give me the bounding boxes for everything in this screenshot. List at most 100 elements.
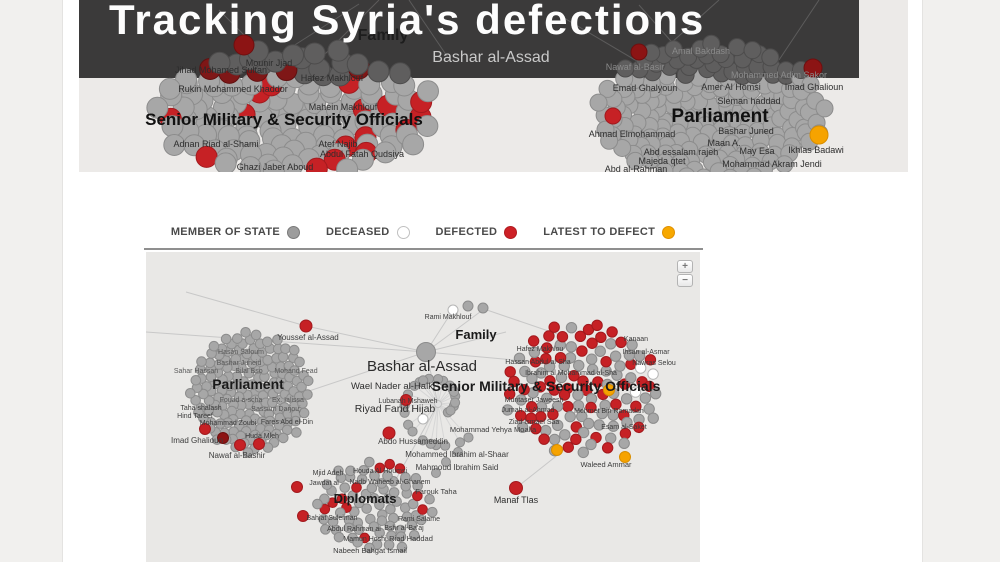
- graph-node[interactable]: [319, 503, 331, 515]
- graph-node[interactable]: [565, 321, 578, 334]
- graph-node[interactable]: [620, 393, 633, 405]
- graph-node[interactable]: [647, 368, 659, 380]
- graph-node[interactable]: [250, 329, 262, 341]
- graph-node[interactable]: [298, 407, 310, 419]
- graph-node[interactable]: [415, 514, 427, 526]
- graph-node[interactable]: [384, 458, 396, 470]
- graph-node[interactable]: [577, 446, 589, 459]
- graph-node[interactable]: [513, 352, 526, 365]
- graph-node[interactable]: [190, 374, 202, 386]
- graph-node[interactable]: [577, 426, 590, 439]
- graph-node[interactable]: [232, 333, 243, 344]
- graph-node[interactable]: [240, 326, 251, 338]
- graph-node[interactable]: [434, 400, 442, 408]
- graph-node[interactable]: [243, 367, 255, 379]
- graph-node[interactable]: [601, 442, 614, 454]
- graph-node[interactable]: [609, 350, 622, 362]
- graph-node[interactable]: [570, 433, 582, 446]
- graph-node[interactable]: [343, 522, 355, 534]
- graph-node[interactable]: [198, 388, 209, 400]
- graph-node[interactable]: [544, 375, 556, 387]
- graph-node[interactable]: [605, 338, 617, 350]
- graph-node[interactable]: [462, 300, 474, 312]
- graph-node[interactable]: [515, 394, 527, 406]
- graph-node[interactable]: [573, 359, 585, 372]
- graph-node[interactable]: [441, 457, 451, 467]
- graph-node[interactable]: [289, 365, 300, 376]
- graph-node[interactable]: [527, 335, 540, 347]
- graph-node[interactable]: [376, 515, 388, 527]
- graph-node[interactable]: [395, 531, 407, 542]
- graph-node[interactable]: [399, 407, 410, 418]
- graph-node[interactable]: [440, 440, 451, 451]
- graph-node[interactable]: [630, 400, 642, 413]
- graph-node[interactable]: [605, 432, 617, 444]
- graph-node[interactable]: [547, 408, 559, 421]
- graph-node[interactable]: [220, 333, 232, 345]
- graph-node[interactable]: [383, 539, 395, 551]
- graph-node[interactable]: [629, 386, 642, 398]
- graph-node[interactable]: [596, 407, 608, 420]
- graph-node[interactable]: [515, 409, 527, 422]
- graph-node[interactable]: [585, 353, 598, 365]
- graph-node[interactable]: [606, 326, 618, 338]
- graph-node[interactable]: [400, 394, 412, 406]
- graph-node[interactable]: [253, 438, 265, 450]
- graph-node[interactable]: [565, 341, 577, 353]
- graph-node[interactable]: [526, 401, 538, 413]
- network-svg[interactable]: Rami Makhlouf Family Youssef al-Assad Basha…: [146, 252, 700, 562]
- graph-node[interactable]: [196, 356, 207, 367]
- graph-node[interactable]: [445, 405, 456, 416]
- graph-node[interactable]: [294, 356, 305, 368]
- graph-node[interactable]: [639, 392, 652, 404]
- graph-node[interactable]: [193, 406, 204, 418]
- graph-node[interactable]: [374, 462, 386, 474]
- graph-node[interactable]: [447, 304, 459, 316]
- graph-node[interactable]: [626, 339, 638, 351]
- graph-node[interactable]: [400, 472, 411, 483]
- graph-node[interactable]: [509, 481, 523, 495]
- graph-node[interactable]: [649, 387, 662, 400]
- graph-node[interactable]: [416, 342, 436, 362]
- graph-node[interactable]: [425, 438, 436, 449]
- graph-node[interactable]: [554, 351, 567, 364]
- graph-node[interactable]: [526, 372, 538, 385]
- graph-node[interactable]: [585, 401, 597, 414]
- graph-node[interactable]: [407, 498, 419, 510]
- graph-node[interactable]: [633, 421, 645, 434]
- graph-node[interactable]: [562, 441, 574, 453]
- graph-node[interactable]: [364, 456, 375, 468]
- graph-node[interactable]: [551, 444, 563, 456]
- graph-node[interactable]: [319, 493, 330, 505]
- graph-node[interactable]: [369, 470, 380, 482]
- graph-node[interactable]: [528, 346, 541, 359]
- graph-node[interactable]: [336, 493, 348, 505]
- graph-node[interactable]: [302, 389, 313, 400]
- graph-node[interactable]: [407, 426, 418, 437]
- graph-node[interactable]: [299, 319, 313, 333]
- graph-node[interactable]: [633, 350, 646, 362]
- graph-node[interactable]: [576, 345, 588, 357]
- graph-node[interactable]: [361, 503, 372, 514]
- graph-node[interactable]: [530, 422, 542, 435]
- graph-node[interactable]: [190, 395, 201, 406]
- graph-node[interactable]: [551, 419, 564, 432]
- graph-node[interactable]: [417, 413, 429, 425]
- graph-node[interactable]: [358, 465, 369, 476]
- graph-node[interactable]: [600, 356, 612, 368]
- graph-node[interactable]: [644, 354, 657, 366]
- graph-node[interactable]: [618, 437, 630, 450]
- graph-node[interactable]: [576, 410, 588, 423]
- graph-node[interactable]: [364, 542, 375, 554]
- graph-node[interactable]: [374, 527, 385, 539]
- graph-node[interactable]: [541, 342, 553, 354]
- graph-node[interactable]: [318, 514, 330, 525]
- graph-node[interactable]: [634, 362, 647, 374]
- graph-node[interactable]: [453, 447, 463, 457]
- zoom-in-button[interactable]: +: [677, 260, 693, 273]
- graph-node[interactable]: [291, 427, 302, 438]
- graph-node[interactable]: [208, 340, 220, 352]
- graph-node[interactable]: [333, 531, 345, 543]
- graph-node[interactable]: [518, 383, 530, 396]
- graph-node[interactable]: [376, 478, 388, 489]
